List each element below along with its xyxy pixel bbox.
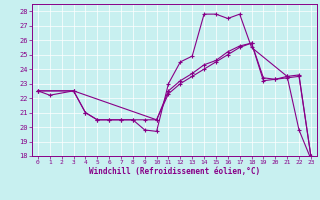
X-axis label: Windchill (Refroidissement éolien,°C): Windchill (Refroidissement éolien,°C) — [89, 167, 260, 176]
